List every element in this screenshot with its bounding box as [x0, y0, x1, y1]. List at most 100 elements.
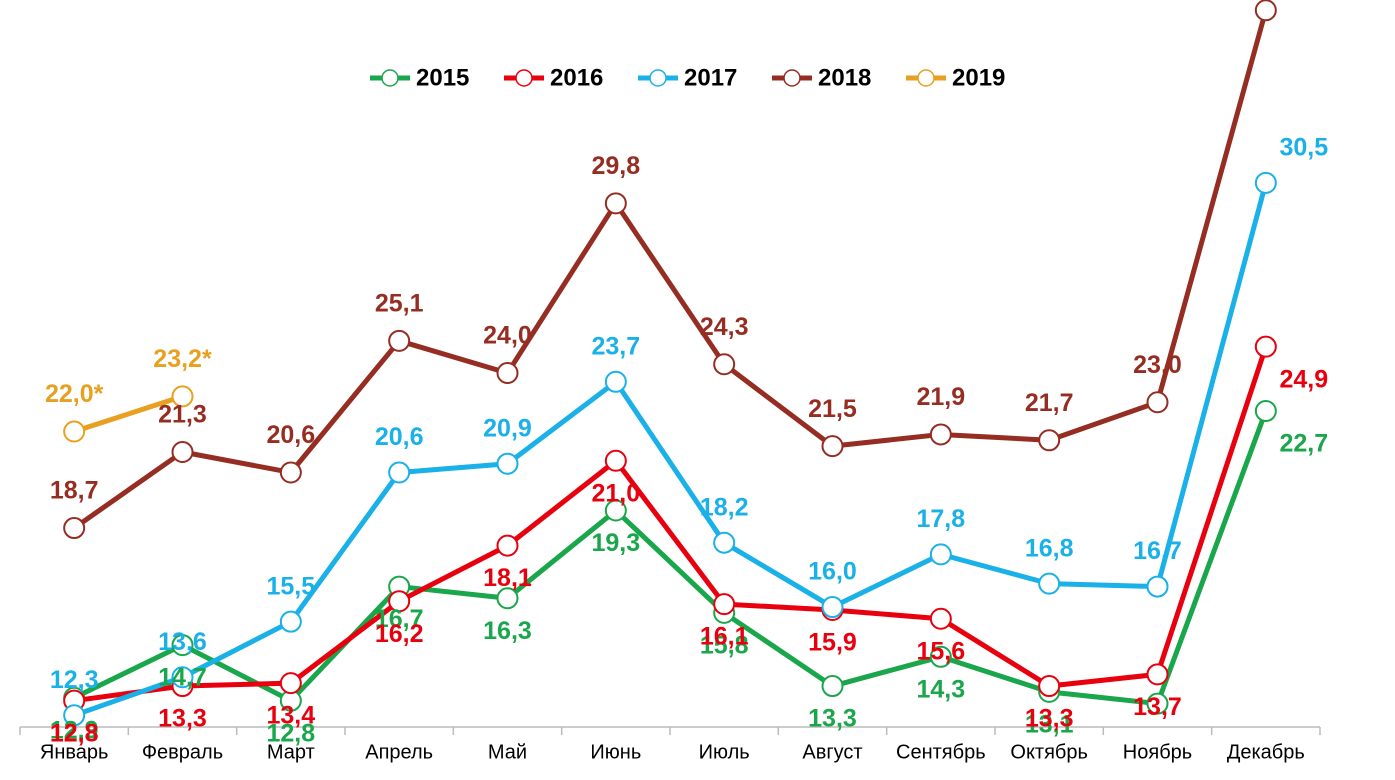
data-label: 13,6: [158, 628, 207, 656]
point-marker: [1254, 335, 1277, 358]
point-marker: [821, 435, 844, 458]
data-label: 13,4: [266, 702, 315, 730]
data-label: 22,0*: [45, 380, 104, 408]
data-label: 12,9: [50, 716, 99, 744]
point-marker: [171, 440, 194, 463]
data-label: 15,8: [700, 632, 749, 660]
point-marker: [1146, 692, 1169, 715]
point-marker: [63, 704, 86, 727]
point-marker: [1146, 663, 1169, 686]
legend-label: 2016: [550, 64, 603, 91]
data-label: 18,1: [483, 564, 532, 592]
data-label: 13,3: [808, 705, 857, 733]
x-tick-label: Март: [267, 741, 315, 763]
point-marker: [929, 645, 952, 668]
point-marker: [63, 517, 86, 540]
data-label: 23,0: [1133, 351, 1182, 379]
data-label: 16,2: [375, 620, 424, 648]
point-marker: [1038, 572, 1061, 595]
point-marker: [604, 499, 627, 522]
point-marker: [1146, 575, 1169, 598]
x-tick-label: Июнь: [590, 741, 641, 763]
point-marker: [1254, 171, 1277, 194]
point-marker: [388, 461, 411, 484]
data-label: 20,6: [375, 423, 424, 451]
data-label: 16,7: [375, 605, 424, 633]
point-marker: [388, 329, 411, 352]
data-label: 21,9: [916, 383, 965, 411]
x-tick-label: Сентябрь: [896, 741, 986, 763]
legend-marker: [381, 69, 399, 87]
point-marker: [171, 666, 194, 689]
x-tick-label: Октябрь: [1010, 741, 1088, 763]
point-marker: [1038, 429, 1061, 452]
data-label: 16,3: [483, 617, 532, 645]
data-label: 15,5: [266, 572, 315, 600]
x-tick-label: Февраль: [142, 741, 223, 763]
point-marker: [929, 423, 952, 446]
data-label: 25,1: [375, 289, 424, 317]
data-label: 16,8: [1025, 534, 1074, 562]
data-label: 24,9: [1279, 365, 1328, 393]
series-line: [72, 9, 1269, 531]
data-label: 13,3: [158, 705, 207, 733]
legend-marker: [917, 69, 935, 87]
data-label: 13,3: [1025, 705, 1074, 733]
point-marker: [821, 675, 844, 698]
data-label: 30,5: [1279, 133, 1328, 161]
point-marker: [171, 385, 194, 408]
data-label: 12,3: [50, 666, 99, 694]
point-marker: [388, 590, 411, 613]
data-label: 12,8: [50, 719, 99, 747]
point-marker: [496, 362, 519, 385]
legend-label: 2015: [416, 64, 469, 91]
data-label: 21,3: [158, 401, 207, 429]
point-marker: [496, 587, 519, 610]
point-marker: [496, 534, 519, 557]
data-label: 14,3: [916, 675, 965, 703]
data-label: 13,7: [1133, 693, 1182, 721]
x-tick-label: Январь: [40, 741, 109, 763]
point-marker: [604, 370, 627, 393]
point-marker: [713, 353, 736, 376]
data-label: 29,8: [591, 152, 640, 180]
data-label: 24,3: [700, 313, 749, 341]
data-label: 13,1: [1025, 711, 1074, 739]
data-label: 23,2*: [153, 345, 212, 373]
point-marker: [713, 593, 736, 616]
point-marker: [171, 634, 194, 657]
data-label: 17,8: [916, 505, 965, 533]
series-line: [73, 345, 1269, 704]
legend-label: 2019: [952, 64, 1005, 91]
data-label: 24,0: [483, 322, 532, 350]
point-marker: [1146, 391, 1169, 414]
point-marker: [929, 543, 952, 566]
legend-marker: [783, 69, 801, 87]
series-line: [73, 410, 1269, 707]
x-tick-label: Август: [802, 741, 862, 763]
data-label: 15,6: [916, 637, 965, 665]
x-tick-label: Декабрь: [1227, 741, 1305, 763]
point-marker: [496, 452, 519, 475]
legend-marker: [649, 69, 667, 87]
legend-label: 2017: [684, 64, 737, 91]
point-marker: [63, 420, 86, 443]
point-marker: [1254, 400, 1277, 423]
data-label: 14,7: [158, 664, 207, 692]
point-marker: [279, 461, 302, 484]
point-marker: [929, 607, 952, 630]
x-tick-label: Ноябрь: [1123, 741, 1192, 763]
data-label: 21,0: [591, 479, 640, 507]
data-label: 15,9: [808, 629, 857, 657]
point-marker: [279, 610, 302, 633]
point-marker: [821, 596, 844, 619]
data-label: 21,5: [808, 395, 857, 423]
legend-label: 2018: [818, 64, 871, 91]
point-marker: [604, 449, 627, 472]
data-label: 22,7: [1279, 430, 1328, 458]
legend-marker: [515, 69, 533, 87]
point-marker: [1038, 675, 1061, 698]
series-line: [73, 182, 1269, 718]
point-marker: [279, 672, 302, 695]
data-label: 20,9: [483, 414, 532, 442]
